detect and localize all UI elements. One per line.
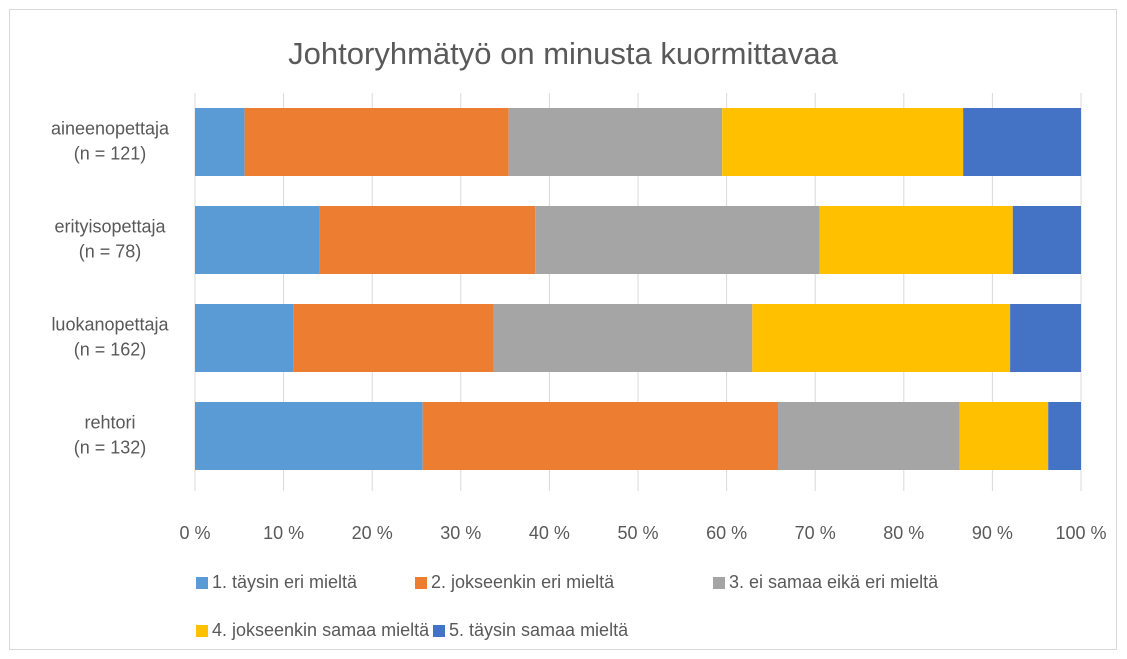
y-tick-label: aineenopettaja	[51, 118, 170, 138]
x-tick-label: 70 %	[795, 523, 836, 543]
bar-segment	[1048, 402, 1081, 470]
bar-segment	[493, 304, 753, 372]
x-tick-label: 60 %	[706, 523, 747, 543]
chart-title: Johtoryhmätyö on minusta kuormittavaa	[288, 36, 838, 71]
legend-label: 3. ei samaa eikä eri mieltä	[729, 572, 939, 592]
bar-segment	[244, 108, 509, 176]
x-tick-label: 30 %	[440, 523, 481, 543]
x-tick-label: 20 %	[352, 523, 393, 543]
bar-segment	[963, 108, 1081, 176]
bar-segment	[319, 206, 536, 274]
y-tick-label: (n = 162)	[74, 339, 147, 359]
bar-segment	[195, 206, 320, 274]
y-tick-label: rehtori	[84, 412, 135, 432]
legend-label: 5. täysin samaa mieltä	[449, 620, 629, 640]
bar-segment	[959, 402, 1049, 470]
bar-segment	[777, 402, 960, 470]
bar-segment	[1010, 304, 1081, 372]
bar-segment	[722, 108, 964, 176]
legend-swatch	[196, 577, 208, 589]
bar-segment	[819, 206, 1013, 274]
y-tick-label: (n = 121)	[74, 143, 147, 163]
x-tick-label: 80 %	[883, 523, 924, 543]
legend-swatch	[196, 625, 208, 637]
bar-segment	[293, 304, 494, 372]
x-tick-label: 50 %	[617, 523, 658, 543]
x-tick-label: 40 %	[529, 523, 570, 543]
bar-segment	[195, 304, 294, 372]
x-tick-label: 10 %	[263, 523, 304, 543]
legend-label: 4. jokseenkin samaa mieltä	[212, 620, 430, 640]
bar-segment	[195, 108, 245, 176]
y-tick-label: (n = 132)	[74, 437, 147, 457]
bar-segment	[195, 402, 423, 470]
x-tick-label: 90 %	[972, 523, 1013, 543]
legend-swatch	[713, 577, 725, 589]
bar-segment	[508, 108, 723, 176]
x-tick-label: 0 %	[179, 523, 210, 543]
y-tick-label: erityisopettaja	[54, 216, 166, 236]
bar-segment	[752, 304, 1011, 372]
legend-swatch	[415, 577, 427, 589]
legend-label: 1. täysin eri mieltä	[212, 572, 358, 592]
y-tick-label: (n = 78)	[79, 241, 142, 261]
legend-label: 2. jokseenkin eri mieltä	[431, 572, 615, 592]
bar-segment	[1012, 206, 1081, 274]
bar-segment	[422, 402, 778, 470]
bar-segment	[535, 206, 820, 274]
x-tick-label: 100 %	[1055, 523, 1106, 543]
legend-swatch	[433, 625, 445, 637]
y-tick-label: luokanopettaja	[51, 314, 169, 334]
